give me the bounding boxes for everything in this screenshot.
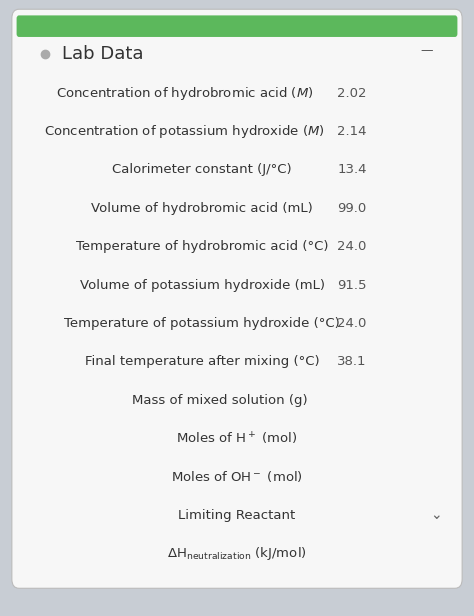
Text: Concentration of hydrobromic acid ($\it{M}$): Concentration of hydrobromic acid ($\it{… [56,84,313,102]
FancyBboxPatch shape [17,15,457,37]
Text: Temperature of potassium hydroxide (°C): Temperature of potassium hydroxide (°C) [64,317,340,330]
FancyBboxPatch shape [12,9,462,588]
Text: 38.1: 38.1 [337,355,367,368]
Text: Temperature of hydrobromic acid (°C): Temperature of hydrobromic acid (°C) [76,240,328,253]
Text: 24.0: 24.0 [337,240,367,253]
Text: 2.14: 2.14 [337,125,367,138]
Text: 91.5: 91.5 [337,278,367,291]
Text: Lab Data: Lab Data [62,45,143,63]
Text: Moles of H$^+$ (mol): Moles of H$^+$ (mol) [176,431,298,447]
Text: 2.02: 2.02 [337,87,367,100]
Text: —: — [420,44,433,57]
Text: ⌄: ⌄ [430,508,442,522]
Text: Volume of hydrobromic acid (mL): Volume of hydrobromic acid (mL) [91,202,313,215]
Text: Calorimeter constant (J/°C): Calorimeter constant (J/°C) [112,163,292,176]
Text: Moles of OH$^-$ (mol): Moles of OH$^-$ (mol) [171,469,303,484]
Text: 99.0: 99.0 [337,202,366,215]
Text: $\Delta$H$_{\rm{neutralization}}$ (kJ/mol): $\Delta$H$_{\rm{neutralization}}$ (kJ/mo… [167,545,307,562]
Text: 24.0: 24.0 [337,317,367,330]
Text: Volume of potassium hydroxide (mL): Volume of potassium hydroxide (mL) [80,278,325,291]
Text: Limiting Reactant: Limiting Reactant [178,509,296,522]
Text: 13.4: 13.4 [337,163,367,176]
Text: Concentration of potassium hydroxide ($\it{M}$): Concentration of potassium hydroxide ($\… [44,123,325,140]
Text: Final temperature after mixing (°C): Final temperature after mixing (°C) [85,355,319,368]
Text: Mass of mixed solution (g): Mass of mixed solution (g) [132,394,307,407]
